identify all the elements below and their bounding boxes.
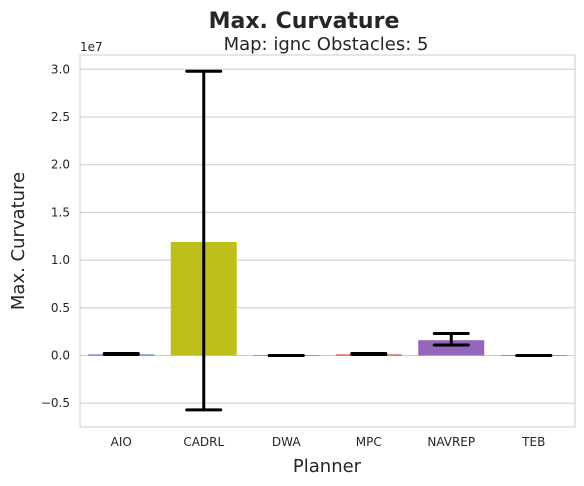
y-offset-label: 1e7 (80, 40, 103, 54)
x-tick-label: MPC (356, 435, 382, 449)
grid-lines (80, 68, 575, 404)
y-axis-label: Max. Curvature (8, 172, 29, 310)
x-tick-label: TEB (521, 435, 545, 449)
y-tick-label: 0.5 (51, 301, 70, 315)
x-tick-label: AIO (111, 435, 132, 449)
y-tick-label: 0.0 (51, 348, 70, 362)
x-tick-labels: AIO CADRL DWA MPC NAVREP TEB (111, 435, 546, 449)
plot-frame (79, 54, 576, 428)
y-tick-label: 1.5 (51, 205, 70, 219)
x-tick-label: DWA (272, 435, 301, 449)
y-tick-label: 2.5 (51, 110, 70, 124)
y-tick-label: 1.0 (51, 253, 70, 267)
y-tick-label: 2.0 (51, 158, 70, 172)
y-tick-label: 3.0 (51, 62, 70, 76)
x-tick-label: NAVREP (427, 435, 475, 449)
bars (88, 241, 567, 356)
x-tick-label: CADRL (183, 435, 224, 449)
y-tick-label: −0.5 (41, 396, 70, 410)
figure-title: Max. Curvature (209, 9, 400, 34)
error-bars (102, 69, 553, 412)
y-tick-labels: −0.5 0.0 0.5 1.0 1.5 2.0 2.5 3.0 (41, 62, 70, 410)
x-axis-label: Planner (293, 456, 362, 477)
axes-title: Map: ignc Obstacles: 5 (224, 34, 429, 55)
